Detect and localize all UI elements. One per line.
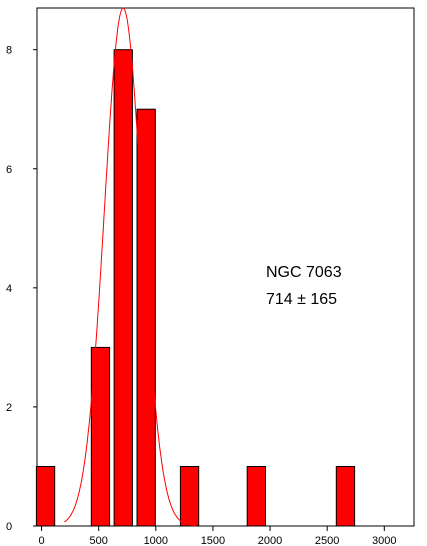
y-tick-label-4: 8 [6,45,12,57]
x-tick-label-0: 0 [39,535,45,546]
y-tick-label-3: 6 [6,164,12,176]
bar-2 [113,49,133,527]
bar-5 [246,466,266,527]
fit-curve [64,7,196,527]
bar-1 [90,346,111,527]
bar-0 [35,466,56,527]
x-tick-label-5: 2500 [315,535,339,546]
bar-4 [179,466,200,527]
annotation-name: NGC 7063 [266,264,342,281]
bar-3 [136,108,156,527]
y-tick-label-2: 4 [6,283,12,295]
y-axis: 0 2 4 6 8 [6,45,37,533]
plot-frame [36,7,415,527]
annotation-value: 714 ± 165 [266,291,337,308]
bars-layer [35,49,356,527]
y-tick-label-0: 0 [6,521,12,533]
x-tick-label-1: 500 [90,535,108,546]
bar-6 [335,466,356,527]
x-axis: 0 500 1000 1500 2000 2500 3000 [39,526,397,546]
x-tick-label-4: 2000 [258,535,282,546]
x-tick-label-6: 3000 [372,535,396,546]
x-tick-label-2: 1000 [144,535,168,546]
y-tick-label-1: 2 [6,402,12,414]
x-tick-label-3: 1500 [201,535,225,546]
